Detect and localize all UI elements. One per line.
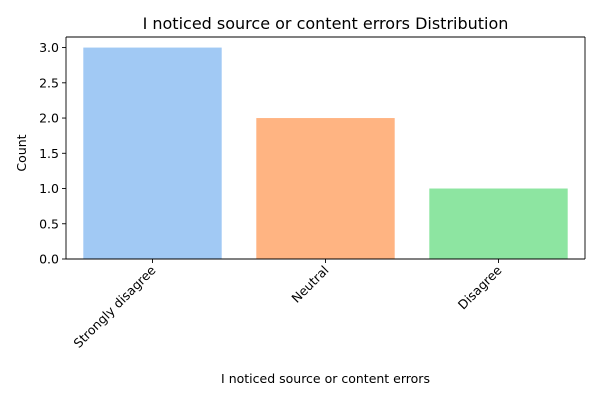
y-tick-label: 1.0	[39, 181, 59, 196]
x-axis-label: I noticed source or content errors	[221, 371, 430, 386]
x-tick-label: Neutral	[288, 263, 331, 306]
bar-disagree	[429, 188, 568, 259]
bars-layer	[83, 47, 568, 260]
y-tick-label: 2.0	[39, 111, 59, 126]
bar-strongly-disagree	[83, 47, 222, 260]
bar-neutral	[256, 118, 395, 259]
y-tick-label: 1.5	[39, 146, 59, 161]
y-axis-label: Count	[14, 134, 29, 171]
x-tick-label: Disagree	[455, 262, 505, 312]
y-tick-label: 3.0	[39, 40, 59, 55]
y-tick-label: 2.5	[39, 75, 59, 90]
x-axis: Strongly disagree Neutral Disagree	[70, 259, 505, 351]
y-tick-label: 0.0	[39, 252, 59, 267]
y-axis: 0.0 0.5 1.0 1.5 2.0 2.5 3.0	[39, 40, 66, 267]
axes-frame	[65, 36, 586, 260]
chart-title: I noticed source or content errors Distr…	[143, 14, 509, 33]
x-tick-label: Strongly disagree	[70, 262, 158, 350]
y-tick-label: 0.5	[39, 216, 59, 231]
